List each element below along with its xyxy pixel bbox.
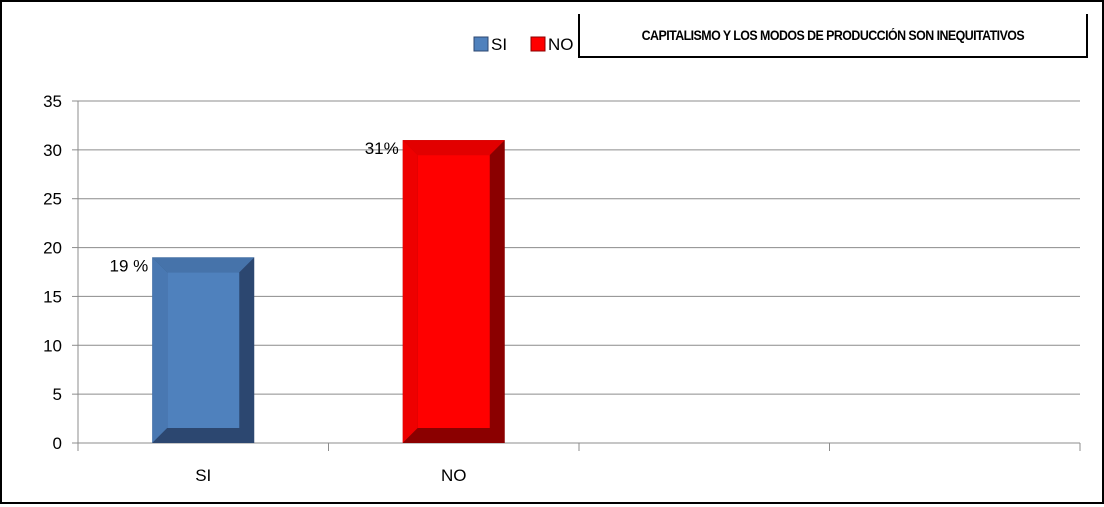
label-layer: 19 % 31% xyxy=(110,139,399,275)
legend-swatch xyxy=(473,36,489,52)
y-tick-label: 25 xyxy=(43,190,62,209)
x-tick-label: NO xyxy=(441,466,467,485)
bar-bevel-bottom xyxy=(402,428,505,443)
bar-bevel-top xyxy=(152,257,255,273)
legend-item-no: NO xyxy=(530,35,574,54)
data-label: 31% xyxy=(365,139,399,158)
legend-swatch xyxy=(530,36,546,52)
y-tick-label: 15 xyxy=(43,287,62,306)
y-tick-label: 20 xyxy=(43,239,62,258)
y-tick-label: 30 xyxy=(43,141,62,160)
chart-title: CAPITALISMO Y LOS MODOS DE PRODUCCIÓN SO… xyxy=(641,27,1025,43)
y-tick-label: 0 xyxy=(53,434,62,453)
bar-face xyxy=(167,272,240,428)
bar-layer xyxy=(152,140,505,444)
bar-no xyxy=(402,140,505,444)
bar-face xyxy=(417,155,490,429)
bar-si xyxy=(152,257,255,443)
y-tick-label: 35 xyxy=(43,92,62,111)
bar-bevel-bottom xyxy=(152,428,255,443)
legend: SI NO xyxy=(473,35,574,54)
y-tick-label: 5 xyxy=(53,385,62,404)
legend-label: SI xyxy=(491,35,507,54)
legend-label: NO xyxy=(548,35,574,54)
bar-bevel-left xyxy=(152,257,168,443)
legend-item-si: SI xyxy=(473,35,507,54)
data-label: 19 % xyxy=(110,256,149,275)
y-tick-label: 10 xyxy=(43,336,62,355)
chart-title-box: CAPITALISMO Y LOS MODOS DE PRODUCCIÓN SO… xyxy=(578,14,1088,58)
x-tick-label: SI xyxy=(195,466,211,485)
bar-bevel-top xyxy=(402,140,505,156)
bar-bevel-left xyxy=(402,140,418,444)
